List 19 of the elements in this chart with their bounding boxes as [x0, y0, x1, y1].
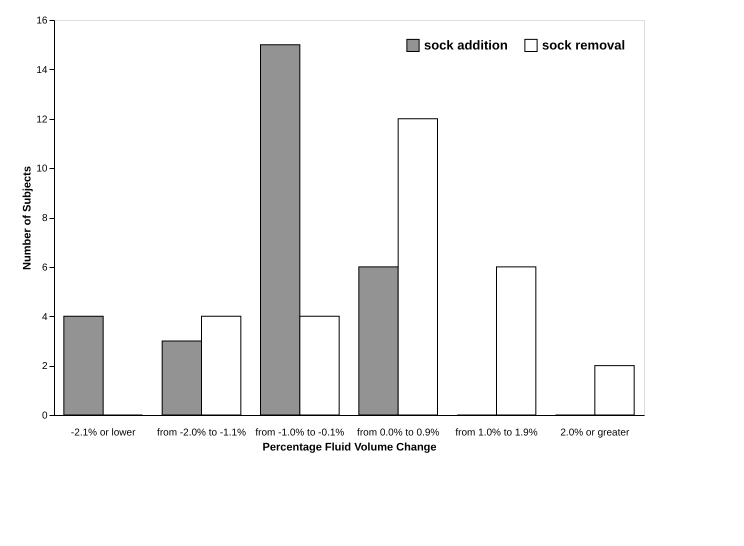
x-tick-label: from -2.0% to -1.1%	[157, 428, 246, 438]
x-axis-title: Percentage Fluid Volume Change	[262, 442, 436, 454]
y-tick-label: 4	[42, 312, 48, 323]
y-tick-label: 14	[36, 64, 48, 76]
y-tick-label: 6	[42, 262, 48, 274]
y-tick-label: 2	[42, 361, 48, 372]
x-tick-label: from 1.0% to 1.9%	[455, 428, 538, 438]
x-tick-label: from 0.0% to 0.9%	[357, 428, 440, 438]
y-tick-label: 8	[42, 213, 48, 224]
y-tick-label: 16	[36, 16, 48, 26]
y-tick-label: 12	[36, 114, 48, 126]
y-axis-title: Number of Subjects	[21, 166, 34, 270]
x-tick-label: 2.0% or greater	[560, 428, 630, 438]
y-tick-label: 10	[36, 164, 48, 175]
y-tick-label: 0	[42, 410, 48, 422]
x-tick-label: -2.1% or lower	[70, 428, 136, 438]
x-tick-label: from -1.0% to -0.1%	[255, 428, 344, 438]
legend-label: sock removal	[542, 37, 626, 52]
legend-label: sock addition	[424, 37, 508, 52]
